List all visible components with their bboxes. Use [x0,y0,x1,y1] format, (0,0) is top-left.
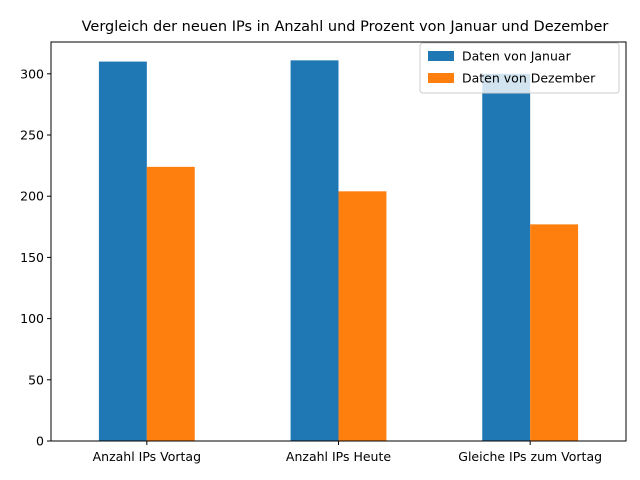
chart-title: Vergleich der neuen IPs in Anzahl und Pr… [82,19,609,35]
y-tick-label-2: 100 [20,311,44,326]
y-tick-label-6: 300 [20,66,44,81]
legend-label-1: Daten von Dezember [462,71,596,86]
bar-series-1-cat-1 [338,191,387,441]
x-tick-label-1: Anzahl IPs Heute [286,449,391,464]
legend-label-0: Daten von Januar [462,49,572,64]
bar-series-1-cat-2 [530,224,579,441]
axes-group: 0 50 100 150 200 250 300 Anzahl IPs Vortag Anzah… [20,41,627,464]
legend-box [419,42,620,94]
bars-group [98,60,579,442]
x-tick-label-0: Anzahl IPs Vortag [93,449,201,464]
x-tick-label-2: Gleiche IPs zum Vortag [458,449,602,464]
bar-series-0-cat-1 [290,60,339,442]
bar-series-0-cat-2 [482,73,531,441]
bar-series-0-cat-0 [98,61,147,441]
legend-swatch-0 [428,51,454,61]
y-tick-label-5: 250 [20,128,44,143]
y-tick-label-0: 0 [36,434,44,449]
bar-series-1-cat-0 [146,166,195,441]
legend-swatch-1 [428,73,454,83]
y-tick-label-1: 50 [28,372,44,387]
y-tick-label-3: 150 [20,250,44,265]
y-tick-label-4: 200 [20,189,44,204]
legend: Daten von Januar Daten von Dezember [419,42,620,94]
